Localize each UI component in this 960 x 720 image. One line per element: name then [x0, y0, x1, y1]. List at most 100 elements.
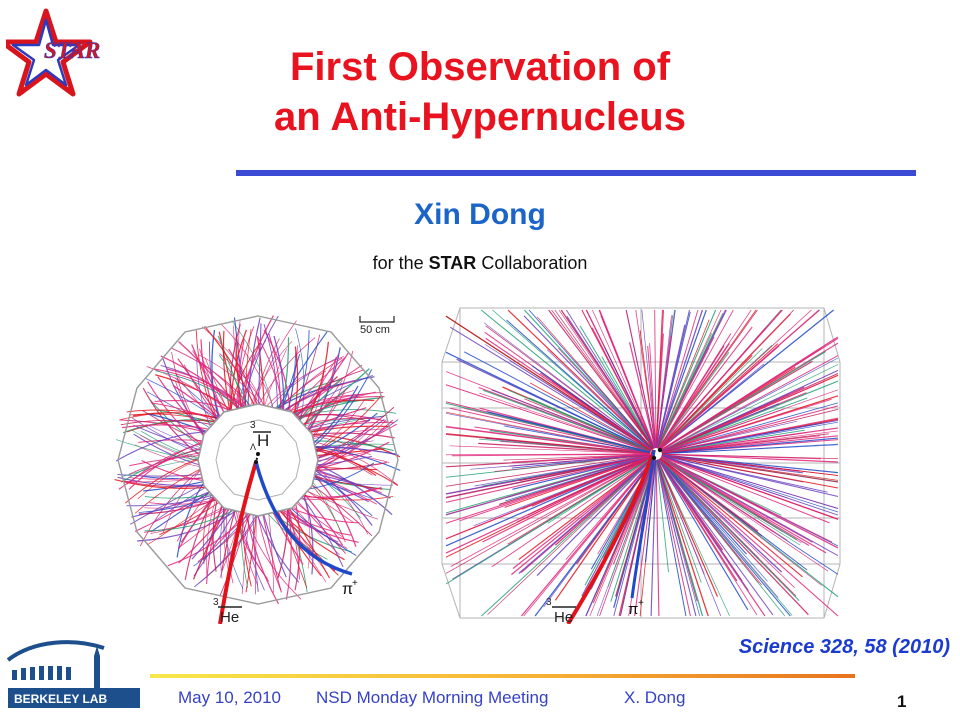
- side-view-track: [536, 458, 653, 577]
- end-view-he3-symbol: He: [220, 609, 239, 624]
- end-view-track: [131, 489, 214, 518]
- end-view-track: [280, 337, 290, 412]
- end-view-track: [229, 323, 241, 414]
- end-view-track: [122, 424, 214, 431]
- side-view-track: [661, 456, 839, 557]
- side-view-track: [451, 453, 651, 457]
- end-view-track: [212, 496, 219, 572]
- end-view-track: [132, 412, 223, 421]
- end-view-track: [305, 356, 337, 436]
- side-view-track: [661, 456, 830, 524]
- end-view-track: [256, 335, 284, 413]
- end-view-track: [302, 490, 311, 569]
- slide-title-line-1: First Observation of: [289, 45, 671, 89]
- side-view-track: [661, 455, 839, 513]
- end-view-beam-pipe: [215, 419, 301, 501]
- end-view-pion-label: π: [342, 581, 353, 598]
- side-view-track: [661, 408, 784, 452]
- end-view-track: [280, 508, 351, 536]
- end-view-track: [229, 341, 262, 414]
- side-view-he3-track: [566, 449, 656, 624]
- side-view-track: [445, 384, 651, 453]
- side-view-track: [659, 457, 759, 532]
- side-view-track: [661, 429, 805, 454]
- end-view-track: [138, 439, 208, 443]
- side-view-track: [507, 309, 654, 450]
- end-view-track: [310, 369, 373, 450]
- side-view-track: [659, 363, 765, 450]
- side-view-track: [527, 456, 652, 516]
- affiliation: for the STAR Collaboration: [250, 253, 710, 274]
- side-view-track: [655, 459, 660, 617]
- end-view-track: [263, 323, 278, 410]
- end-view-track: [303, 379, 343, 433]
- affiliation-prefix: for the: [372, 253, 429, 273]
- end-view-track: [299, 493, 394, 501]
- side-view-track: [656, 459, 709, 617]
- end-view-secondary-vertex: [254, 460, 258, 464]
- side-view-track: [661, 380, 839, 453]
- side-view-track: [655, 309, 663, 449]
- side-view-track: [474, 426, 651, 454]
- end-view-track: [307, 428, 386, 440]
- end-view-track: [133, 433, 205, 467]
- side-view-track: [659, 458, 800, 602]
- end-view-track: [152, 484, 211, 523]
- end-view-track: [206, 501, 224, 585]
- side-view-track: [661, 444, 839, 455]
- end-view-track: [221, 508, 236, 571]
- side-view-track: [600, 315, 655, 449]
- end-view-track: [253, 320, 297, 407]
- side-view-track: [445, 454, 651, 499]
- side-view-track: [503, 453, 651, 461]
- berkeley-lab-logo: BERKELEY LAB: [6, 640, 140, 708]
- side-view-track: [661, 437, 839, 455]
- side-view-track: [658, 309, 795, 450]
- end-view-track: [228, 348, 259, 407]
- side-view-track: [520, 458, 654, 617]
- side-view-track: [659, 458, 839, 617]
- side-view-track: [658, 343, 730, 449]
- side-view-track: [634, 459, 657, 617]
- side-view-track: [660, 457, 797, 541]
- side-view-track: [657, 459, 702, 583]
- end-view-track: [146, 412, 212, 434]
- side-view-track: [656, 309, 704, 449]
- affiliation-suffix: Collaboration: [476, 253, 588, 273]
- end-view-track: [287, 504, 330, 579]
- end-view-track: [146, 366, 232, 414]
- end-view-track: [194, 513, 258, 588]
- end-view-track: [292, 346, 299, 420]
- slide-title-line-2: an Anti-Hypernucleus: [274, 95, 686, 139]
- side-view-track: [459, 456, 651, 522]
- side-view-pion-track: [630, 449, 656, 599]
- end-view-track: [153, 368, 245, 409]
- end-view-track: [252, 513, 259, 592]
- side-view-he3-mass-number: 3: [546, 597, 552, 608]
- end-view-track: [258, 323, 262, 407]
- side-view-track: [660, 456, 833, 543]
- side-view-track: [658, 459, 774, 616]
- berkeley-lab-logo-band: [8, 688, 140, 708]
- side-view-track: [610, 459, 656, 602]
- side-view-track: [511, 454, 651, 463]
- side-view-track: [658, 459, 786, 617]
- star-logo: STAR: [6, 8, 101, 97]
- side-view-track: [449, 326, 652, 451]
- side-view-track: [445, 454, 651, 495]
- side-view-track: [523, 315, 653, 450]
- end-view-track: [245, 328, 252, 408]
- title-divider: [236, 170, 916, 176]
- end-view-he3-track: [218, 461, 258, 624]
- affiliation-collaboration: STAR: [428, 253, 477, 273]
- side-view-track: [639, 330, 656, 449]
- side-view-track: [589, 459, 655, 617]
- end-view-track: [139, 466, 205, 547]
- end-view-tracks: [114, 315, 401, 605]
- side-view-decay-vertex: [657, 447, 663, 453]
- side-view-track: [661, 455, 839, 520]
- side-view-track: [445, 455, 651, 515]
- berkeley-lab-logo-buildings: [12, 666, 71, 680]
- side-view-track: [661, 455, 839, 516]
- side-view-track: [494, 454, 651, 472]
